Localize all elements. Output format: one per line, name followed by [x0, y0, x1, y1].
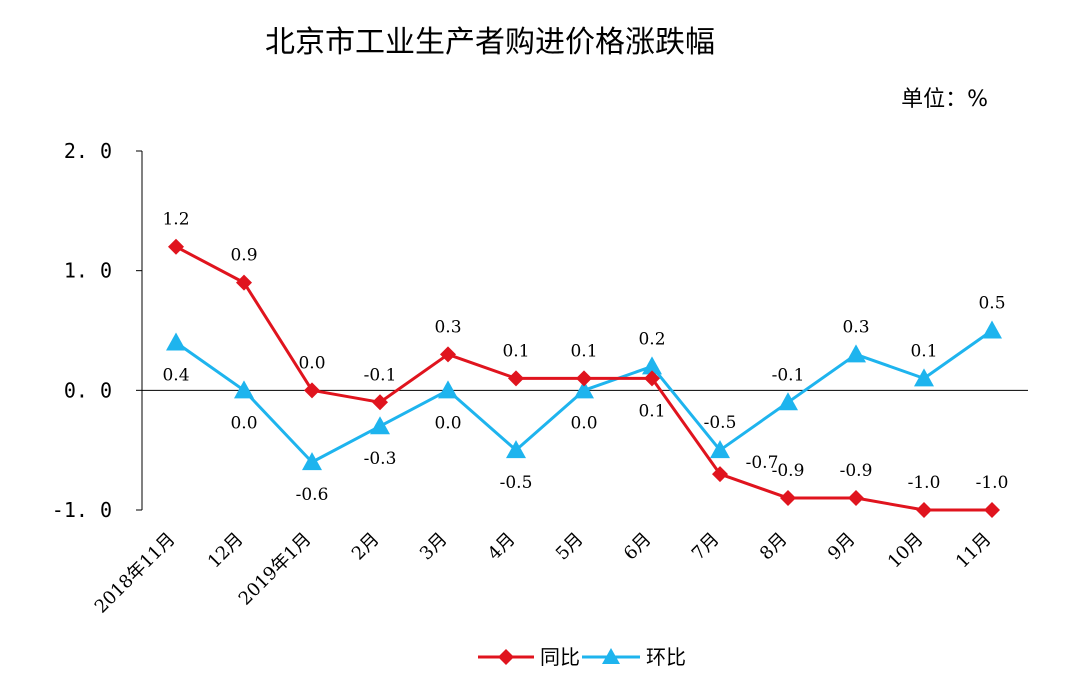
triangle-marker — [846, 344, 866, 363]
triangle-marker — [710, 440, 730, 459]
data-label: 0.3 — [842, 317, 869, 337]
triangle-marker — [914, 368, 934, 387]
x-tick-label: 8月 — [756, 529, 792, 565]
y-tick-label: 1. 0 — [64, 259, 112, 283]
chart-title: 北京市工业生产者购进价格涨跌幅 — [265, 25, 715, 60]
diamond-marker — [372, 394, 388, 411]
data-label: 0.1 — [638, 401, 665, 421]
legend-triangle-marker — [602, 648, 620, 664]
legend-label-mom: 环比 — [646, 645, 686, 669]
series-layer — [166, 238, 1002, 518]
x-tick-label: 10月 — [884, 529, 928, 573]
diamond-marker — [644, 370, 660, 387]
legend-item-yoy: 同比 — [478, 645, 580, 669]
data-label: -0.5 — [704, 413, 737, 433]
y-tick-label: -1. 0 — [52, 498, 112, 522]
legend-label-yoy: 同比 — [540, 645, 580, 669]
data-label: 0.2 — [638, 329, 665, 349]
diamond-marker — [304, 382, 320, 399]
legend-item-mom: 环比 — [582, 645, 686, 669]
data-labels: 0.4 0.0 -0.6 -0.3 0.0 -0.5 0.0 0.2 -0.5 -0.1 0.3 0.… — [162, 210, 1008, 505]
x-tick-label: 7月 — [688, 529, 724, 565]
data-label: 0.0 — [570, 413, 597, 433]
x-tick-label: 3月 — [416, 529, 452, 565]
x-tick-label: 2月 — [348, 529, 384, 565]
triangle-marker — [166, 332, 186, 351]
data-label: 0.1 — [502, 341, 529, 361]
data-label: -0.3 — [364, 449, 397, 469]
data-label: -1.0 — [908, 473, 941, 493]
legend-diamond-marker — [498, 649, 514, 665]
data-label: 0.0 — [298, 353, 325, 373]
data-label: 0.5 — [978, 294, 1005, 314]
diamond-marker — [576, 370, 592, 387]
data-label: 0.9 — [230, 246, 257, 266]
triangle-marker — [234, 380, 254, 399]
data-label: -0.7 — [746, 453, 779, 473]
triangle-marker — [574, 380, 594, 399]
triangle-marker — [370, 416, 390, 435]
triangle-marker — [982, 320, 1002, 339]
data-label: -0.9 — [840, 461, 873, 481]
diamond-marker — [168, 238, 184, 255]
legend: 同比 环比 — [478, 645, 686, 669]
triangle-marker — [506, 440, 526, 459]
unit-label: 单位：% — [901, 87, 988, 112]
diamond-marker — [916, 502, 932, 518]
data-label: 0.0 — [434, 413, 461, 433]
y-tick-label: 0. 0 — [64, 378, 112, 402]
x-tick-label: 9月 — [824, 529, 860, 565]
data-label: 0.1 — [910, 341, 937, 361]
x-tick-label: 2018年11月 — [91, 529, 180, 618]
x-tick-label: 11月 — [952, 529, 996, 573]
triangle-marker — [778, 392, 798, 411]
x-tick-label: 6月 — [620, 529, 656, 565]
diamond-marker — [508, 370, 524, 387]
y-axis-ticks: 2. 0 1. 0 0. 0 -1. 0 — [52, 139, 142, 522]
x-tick-label: 12月 — [204, 529, 248, 573]
diamond-marker — [780, 490, 796, 507]
data-label: -1.0 — [976, 473, 1009, 493]
data-label: -0.9 — [772, 461, 805, 481]
data-label: 1.2 — [162, 210, 189, 230]
data-label: -0.1 — [364, 365, 397, 385]
diamond-marker — [848, 490, 864, 507]
data-label: 0.0 — [230, 413, 257, 433]
diamond-marker — [440, 346, 456, 363]
triangle-marker — [642, 356, 662, 375]
x-tick-label: 2019年1月 — [235, 529, 316, 610]
data-label: -0.5 — [500, 473, 533, 493]
y-tick-label: 2. 0 — [64, 139, 112, 163]
data-label: -0.1 — [772, 365, 805, 385]
triangle-marker — [302, 452, 322, 471]
triangle-marker — [438, 380, 458, 399]
x-tick-label: 4月 — [484, 529, 520, 565]
data-label: 0.1 — [570, 341, 597, 361]
diamond-marker — [712, 466, 728, 483]
data-label: 0.4 — [162, 365, 189, 385]
data-label: -0.6 — [296, 485, 329, 505]
diamond-marker — [236, 274, 252, 291]
data-label: 0.3 — [434, 317, 461, 337]
x-tick-label: 5月 — [552, 529, 588, 565]
diamond-marker — [984, 502, 1000, 518]
